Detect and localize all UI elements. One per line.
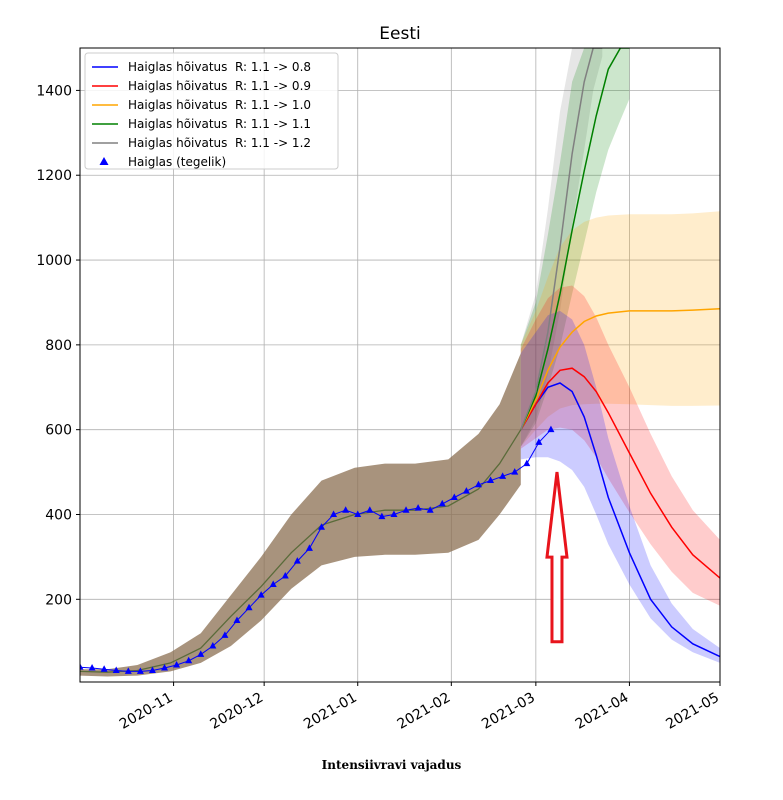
actual-marker — [197, 650, 205, 657]
actual-marker — [378, 512, 386, 520]
y-tick-label: 200 — [45, 592, 72, 608]
actual-marker — [221, 631, 229, 638]
line-r10 — [520, 308, 720, 431]
figure-caption: Intensiivravi vajadus — [321, 758, 462, 772]
actual-marker — [366, 506, 374, 513]
actual-marker — [148, 666, 156, 674]
actual-marker — [185, 656, 193, 664]
actual-marker — [426, 506, 434, 513]
x-tick-label: 2020-11 — [117, 690, 176, 733]
actual-marker — [269, 580, 277, 587]
actual-marker — [523, 459, 531, 467]
fit-line — [80, 429, 522, 673]
chart-title: Eesti — [379, 24, 420, 44]
actual-marker — [88, 664, 96, 671]
x-tick-label: 2020-12 — [207, 690, 266, 733]
legend-label: Haiglas hõivatus R: 1.1 -> 1.1 — [128, 117, 311, 131]
actual-marker — [342, 506, 350, 513]
actual-line — [80, 429, 552, 672]
x-tick-label: 2021-01 — [301, 690, 360, 733]
y-tick-label: 1000 — [36, 253, 72, 269]
legend-box — [84, 52, 339, 170]
actual-marker — [173, 661, 181, 668]
legend-label: Haiglas hõivatus R: 1.1 -> 1.0 — [128, 98, 311, 112]
actual-marker — [499, 472, 507, 479]
actual-marker — [330, 510, 338, 517]
actual-marker — [245, 603, 253, 611]
actual-marker — [354, 510, 362, 517]
actual-marker — [318, 523, 326, 530]
actual-marker — [511, 468, 519, 475]
actual-marker — [112, 666, 120, 674]
actual-marker — [233, 616, 241, 624]
actual-marker — [257, 591, 265, 598]
actual-marker — [547, 425, 555, 433]
actual-marker — [402, 506, 410, 513]
annotation-arrow — [545, 471, 569, 644]
actual-marker — [136, 667, 144, 674]
actual-marker — [462, 487, 470, 494]
band-r12 — [520, 48, 603, 447]
actual-markers — [80, 425, 555, 674]
band-r10 — [520, 211, 720, 447]
hospital-occupancy-chart: Eesti 200 400 600 800 1000 1200 1400 2020-11 202… — [36, 24, 722, 733]
line-r12 — [520, 48, 603, 430]
actual-marker — [474, 480, 482, 488]
line-r08 — [520, 382, 720, 658]
actual-marker — [535, 438, 543, 445]
common-band — [80, 353, 521, 677]
actual-marker — [100, 665, 108, 672]
actual-marker — [209, 641, 217, 649]
projection-lines — [80, 48, 720, 673]
legend-label: Haiglas (tegelik) — [128, 155, 226, 169]
x-tick-label: 2021-03 — [479, 690, 538, 733]
x-tick-label: 2021-02 — [395, 690, 454, 733]
actual-marker — [124, 667, 132, 674]
legend-label: Haiglas hõivatus R: 1.1 -> 1.2 — [128, 136, 311, 150]
actual-marker — [293, 557, 301, 564]
x-tick-label: 2021-05 — [663, 690, 722, 733]
legend: Haiglas hõivatus R: 1.1 -> 0.8 Haiglas hõ… — [84, 52, 339, 170]
line-r09 — [520, 367, 720, 579]
y-tick-label: 1400 — [36, 83, 72, 99]
legend-marker-actual — [99, 157, 109, 165]
actual-marker — [450, 493, 458, 501]
plot-frame — [79, 47, 721, 683]
x-tick-label: 2021-04 — [573, 690, 632, 733]
actual-marker — [80, 663, 84, 670]
actual-marker — [487, 476, 495, 484]
y-tick-label: 1200 — [36, 168, 72, 184]
actual-marker — [281, 571, 289, 579]
legend-label: Haiglas hõivatus R: 1.1 -> 0.9 — [128, 79, 311, 93]
y-tick-label: 400 — [45, 507, 72, 523]
y-tick-label: 800 — [45, 338, 72, 354]
actual-marker — [390, 510, 398, 517]
legend-label: Haiglas hõivatus R: 1.1 -> 0.8 — [128, 60, 311, 74]
band-r08 — [520, 310, 720, 663]
line-r11 — [520, 48, 630, 431]
actual-marker — [438, 499, 446, 507]
up-arrow-annotation — [545, 471, 569, 644]
actual-marker — [305, 544, 313, 551]
actual-marker — [414, 504, 422, 511]
y-tick-label: 600 — [45, 423, 72, 439]
actual-marker — [161, 664, 169, 671]
